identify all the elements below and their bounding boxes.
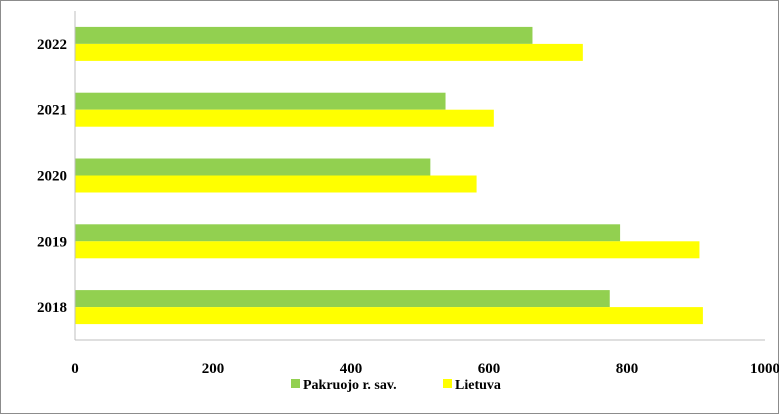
- bar-2022-lietuva: [75, 43, 583, 61]
- x-tick-label-0: 0: [71, 361, 79, 377]
- x-tick-label-400: 400: [340, 361, 363, 377]
- bar-2019-pakruojo: [75, 224, 621, 242]
- x-tick-label-200: 200: [202, 361, 225, 377]
- bar-2021-lietuva: [75, 109, 494, 127]
- bar-2018-pakruojo: [75, 290, 610, 308]
- bar-2020-lietuva: [75, 175, 477, 193]
- x-tick-label-800: 800: [616, 361, 639, 377]
- legend-swatch-0: [291, 379, 300, 388]
- category-label-2018: 2018: [37, 300, 67, 316]
- legend-swatch-1: [443, 379, 452, 388]
- x-tick-label-600: 600: [478, 361, 501, 377]
- category-label-2021: 2021: [37, 103, 67, 119]
- legend-label-1: Lietuva: [455, 378, 501, 393]
- legend-label-0: Pakruojo r. sav.: [303, 378, 397, 393]
- x-tick-label-1000: 1000: [750, 361, 779, 377]
- category-label-2020: 2020: [37, 169, 67, 185]
- category-label-2019: 2019: [37, 234, 67, 250]
- category-label-2022: 2022: [37, 37, 67, 53]
- bar-2019-lietuva: [75, 241, 700, 259]
- bar-2018-lietuva: [75, 307, 703, 325]
- bar-2022-pakruojo: [75, 26, 533, 44]
- bar-2020-pakruojo: [75, 158, 431, 176]
- bar-2021-pakruojo: [75, 92, 446, 110]
